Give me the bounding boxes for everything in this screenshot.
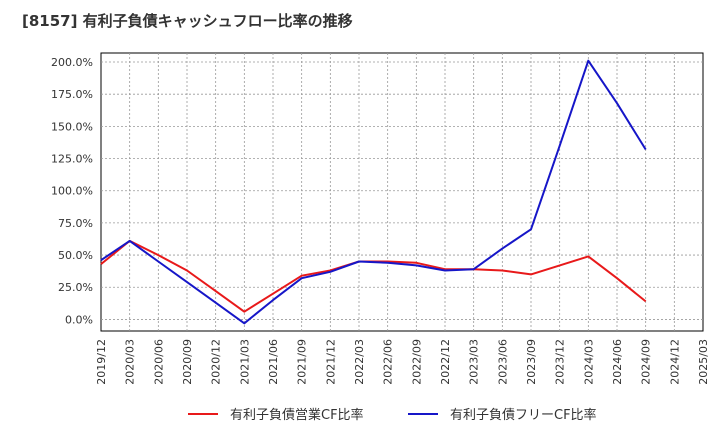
x-tick-label: 2021/03: [238, 339, 251, 385]
y-tick-label: 200.0%: [51, 56, 93, 69]
y-tick-label: 75.0%: [58, 217, 93, 230]
y-tick-label: 125.0%: [51, 153, 93, 166]
x-tick-label: 2022/09: [410, 339, 423, 385]
plot-area: [100, 52, 704, 332]
x-tick-label: 2024/03: [582, 339, 595, 385]
series-layer: [100, 59, 647, 325]
y-tick-label: 25.0%: [58, 281, 93, 294]
legend-label-2: 有利子負債フリーCF比率: [450, 407, 597, 423]
y-tick-label: 150.0%: [51, 120, 93, 133]
x-tick-label: 2023/09: [525, 339, 538, 385]
series-line-2: [100, 59, 647, 325]
x-tick-label: 2021/09: [296, 339, 309, 385]
x-tick-label: 2020/03: [124, 339, 137, 385]
y-axis: 0.0% 25.0% 50.0% 75.0% 100.0% 125.0% 150.0% 175…: [51, 56, 93, 326]
x-tick-label: 2024/06: [611, 339, 624, 385]
x-tick-label: 2022/06: [382, 339, 395, 385]
x-tick-label: 2024/09: [640, 339, 653, 385]
x-tick-label: 2023/12: [554, 339, 567, 385]
x-tick-label: 2021/06: [267, 339, 280, 385]
x-tick-label: 2023/03: [468, 339, 481, 385]
x-tick-label: 2022/03: [353, 339, 366, 385]
y-tick-label: 100.0%: [51, 185, 93, 198]
x-tick-label: 2020/09: [181, 339, 194, 385]
x-tick-label: 2022/12: [439, 339, 452, 385]
legend-label-1: 有利子負債営業CF比率: [230, 407, 364, 423]
grid-layer: [101, 53, 703, 331]
legend: 有利子負債営業CF比率 有利子負債フリーCF比率: [188, 407, 597, 423]
x-tick-label: 2020/06: [152, 339, 165, 385]
y-tick-label: 175.0%: [51, 88, 93, 101]
y-tick-label: 0.0%: [65, 313, 93, 326]
y-tick-label: 50.0%: [58, 249, 93, 262]
x-tick-label: 2025/03: [697, 339, 710, 385]
x-tick-label: 2023/06: [496, 339, 509, 385]
x-tick-label: 2024/12: [668, 339, 681, 385]
x-axis: 2019/12 2020/03 2020/06 2020/09 2020/12 2021/…: [95, 339, 710, 385]
chart-title: [8157] 有利子負債キャッシュフロー比率の推移: [22, 12, 353, 30]
x-tick-label: 2019/12: [95, 339, 108, 385]
x-tick-label: 2020/12: [210, 339, 223, 385]
x-tick-label: 2021/12: [324, 339, 337, 385]
